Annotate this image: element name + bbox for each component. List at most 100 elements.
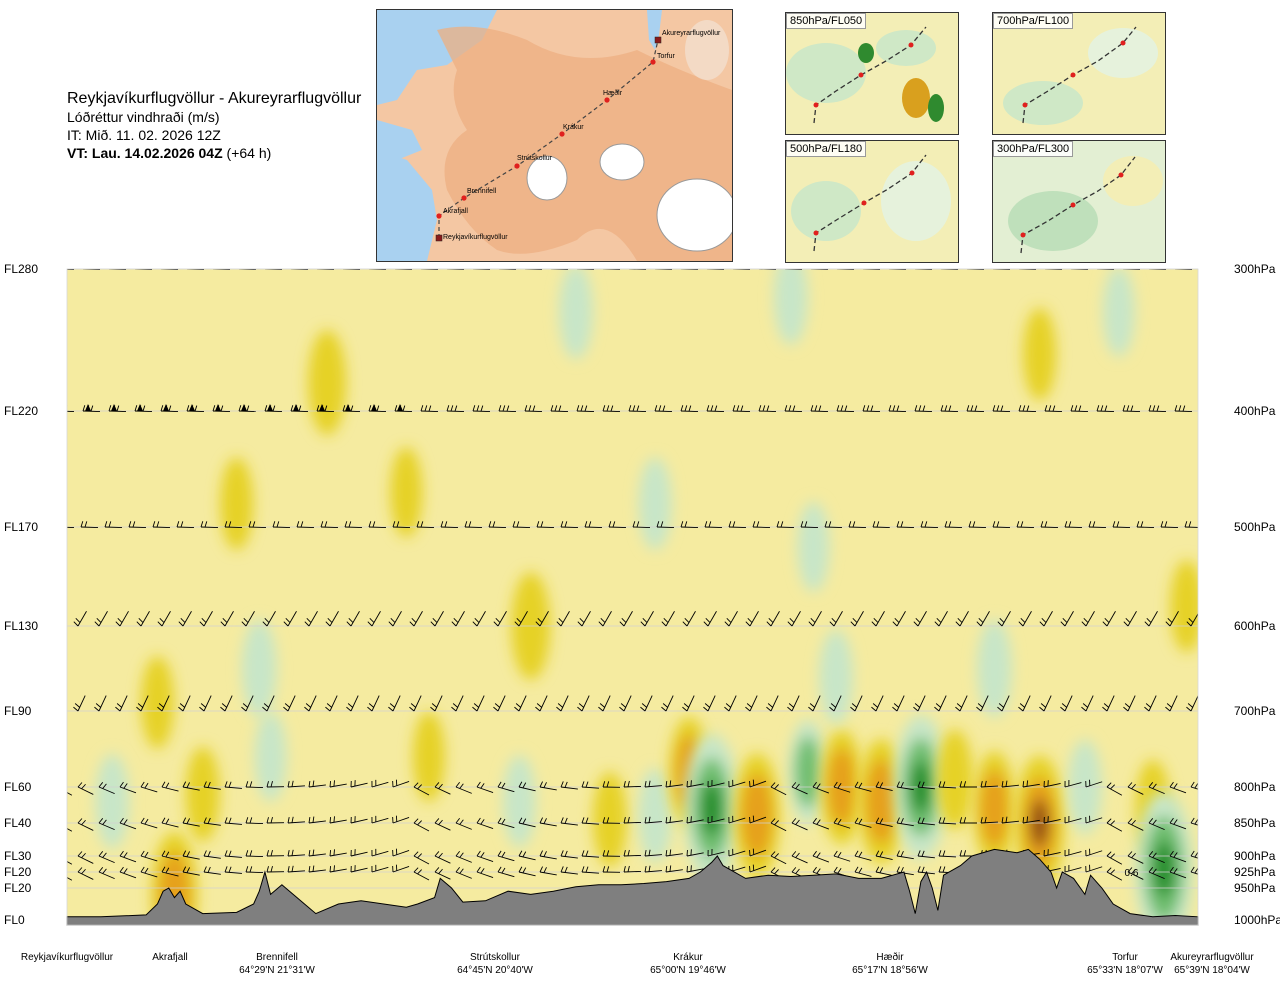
chart-subtitle: Lóðréttur vindhraði (m/s) xyxy=(67,109,220,125)
wind-barb xyxy=(67,861,73,865)
barb-shaft xyxy=(350,782,368,788)
barb-feather xyxy=(228,521,232,528)
barb-feather xyxy=(1152,405,1156,412)
wind-barb xyxy=(640,611,654,627)
barb-feather xyxy=(580,405,584,412)
waypoint-name: Akrafjall xyxy=(152,952,188,963)
wind-barb xyxy=(392,864,410,873)
barb-feather xyxy=(308,816,311,824)
map-label-krakur: Krákur xyxy=(563,124,584,131)
wind-barb xyxy=(392,815,410,824)
barb-feather xyxy=(228,781,232,788)
wind-barb xyxy=(329,780,347,788)
barb-pennant xyxy=(293,404,299,411)
wind-barb xyxy=(203,781,221,790)
barb-feather xyxy=(497,817,502,824)
barb-shaft xyxy=(67,861,73,865)
wind-barb xyxy=(371,779,389,788)
barb-shaft xyxy=(623,854,642,857)
barb-feather xyxy=(1062,617,1068,623)
barb-feather xyxy=(144,867,149,874)
barb-feather xyxy=(795,868,800,874)
barb-shaft xyxy=(560,611,570,627)
barb-feather xyxy=(1005,780,1008,787)
barb-shaft xyxy=(560,526,579,529)
barb-feather xyxy=(636,405,640,412)
barb-feather xyxy=(476,405,480,412)
barb-shaft xyxy=(791,786,808,795)
barb-feather xyxy=(606,269,608,270)
barb-feather xyxy=(1178,405,1182,412)
barb-feather xyxy=(212,405,216,412)
barb-shaft xyxy=(770,695,779,712)
barb-pennant xyxy=(345,262,351,269)
barb-feather xyxy=(347,703,353,708)
barb-feather xyxy=(972,521,976,528)
barb-feather xyxy=(102,852,107,858)
barb-feather xyxy=(207,781,211,788)
barb-feather xyxy=(304,706,310,712)
barb-feather xyxy=(602,781,606,788)
barb-shaft xyxy=(1148,871,1165,880)
barb-feather xyxy=(168,405,172,412)
barb-feather xyxy=(1173,868,1178,874)
barb-feather xyxy=(938,781,942,788)
wind-barb xyxy=(682,695,695,712)
barb-feather xyxy=(296,521,300,528)
barb-feather xyxy=(276,521,280,528)
wind-barb xyxy=(745,695,758,712)
barb-feather xyxy=(57,263,59,269)
barb-feather xyxy=(516,521,520,528)
barb-shaft xyxy=(1022,783,1040,788)
barb-feather xyxy=(348,521,352,528)
barb-feather xyxy=(1052,269,1054,270)
barb-feather xyxy=(1083,617,1089,623)
barb-feather xyxy=(1144,706,1150,712)
barb-feather xyxy=(554,269,556,270)
barb-shaft xyxy=(182,855,200,860)
barb-feather xyxy=(522,867,527,874)
barb-feather xyxy=(57,405,59,411)
barb-feather xyxy=(627,865,630,872)
wind-barb xyxy=(728,521,747,529)
wind-barb xyxy=(896,521,915,529)
wind-barb xyxy=(619,695,632,712)
wind-barb xyxy=(1169,866,1187,879)
barb-shaft xyxy=(812,855,830,863)
wind-barb xyxy=(892,695,905,712)
wind-barb xyxy=(161,817,179,828)
barb-feather xyxy=(518,866,523,873)
barb-feather xyxy=(654,405,658,412)
barb-pennant xyxy=(319,262,325,269)
barb-feather xyxy=(497,850,502,857)
barb-feather xyxy=(1070,405,1074,412)
barb-feather xyxy=(329,780,332,788)
wind-barb xyxy=(430,695,443,712)
barb-feather xyxy=(770,851,776,857)
barb-shaft xyxy=(119,695,128,712)
wind-barb xyxy=(758,405,777,413)
barb-feather xyxy=(60,870,64,874)
barb-feather xyxy=(610,405,614,412)
barb-shaft xyxy=(623,695,632,712)
wind-barb xyxy=(665,865,683,873)
barb-feather xyxy=(428,405,432,412)
wind-barb xyxy=(920,521,939,529)
barb-shaft xyxy=(245,822,264,825)
wind-barb xyxy=(1060,611,1074,627)
wind-barb xyxy=(1127,782,1144,795)
wind-barb xyxy=(1043,849,1061,857)
barb-feather xyxy=(1026,816,1029,823)
barb-feather xyxy=(168,269,170,270)
waypoint-name: Brennifell xyxy=(256,952,298,963)
waypoint-coord: 65°33'N 18°07'W xyxy=(1087,965,1163,976)
barb-shaft xyxy=(518,855,536,861)
barb-feather xyxy=(913,621,919,627)
barb-feather xyxy=(1123,706,1129,712)
barb-pennant xyxy=(449,262,455,269)
barb-shaft xyxy=(686,852,704,857)
barb-feather xyxy=(810,405,814,412)
wind-barb xyxy=(602,850,621,857)
wind-barb xyxy=(1190,781,1198,790)
